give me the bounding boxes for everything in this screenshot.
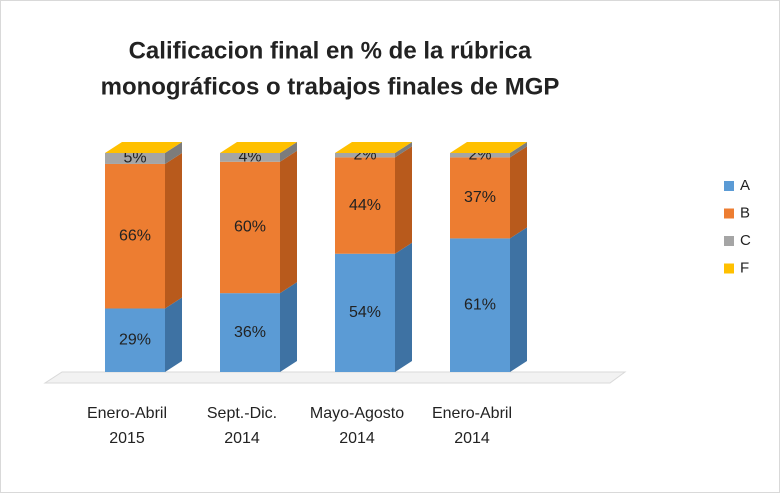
bar [220,161,280,294]
bar [220,293,280,372]
legend-swatch [724,263,734,274]
bar-side [510,142,527,158]
bar [335,157,395,254]
bar-side [165,142,182,164]
data-label: 36% [234,324,266,341]
x-tick-label: Mayo-Agosto [310,405,404,422]
data-label: 5% [123,150,146,167]
bar [105,153,165,164]
data-label: 60% [234,219,266,236]
legend-label: B [740,204,750,221]
data-label: 54% [349,304,381,321]
bar [335,153,395,158]
bar-side [510,227,527,372]
x-tick-label: 2014 [454,430,490,447]
bar-side [395,242,412,372]
bar [450,153,510,158]
bar-side [510,146,527,239]
bar-side [395,146,412,254]
data-label: 61% [464,296,496,313]
x-tick-label: 2014 [224,430,260,447]
x-tick-label: Enero-Abril [432,405,512,422]
x-tick-label: 2014 [339,430,375,447]
bar-side [280,150,297,294]
bar [105,163,165,309]
bar [220,153,280,162]
bar-side [395,142,412,158]
data-label: 29% [119,331,151,348]
legend-swatch [724,181,734,191]
legend-label: C [740,232,751,249]
chart-title: monográficos o trabajos finales de MGP [101,73,560,100]
chart-title: Calificacion final en % de la rúbrica [129,37,532,64]
legend-label: A [740,177,750,194]
x-tick-label: 2015 [109,430,145,447]
bar-top [220,142,297,153]
bar-top [450,142,527,153]
bar [450,238,510,372]
bar-top [105,142,182,153]
bar [450,157,510,239]
data-label: 44% [349,197,381,214]
bar-side [280,142,297,162]
bar-side [165,297,182,372]
bar-side [165,152,182,309]
bar-side [280,282,297,372]
x-tick-label: Enero-Abril [87,405,167,422]
bar-top [335,142,412,153]
floor [43,371,627,384]
bar [105,308,165,372]
bar [335,253,395,372]
data-label: 37% [464,189,496,206]
legend-label: F [740,259,749,276]
data-label: 66% [119,227,151,244]
legend-swatch [724,236,734,246]
x-tick-label: Sept.-Dic. [207,405,277,422]
legend-swatch [724,208,734,219]
